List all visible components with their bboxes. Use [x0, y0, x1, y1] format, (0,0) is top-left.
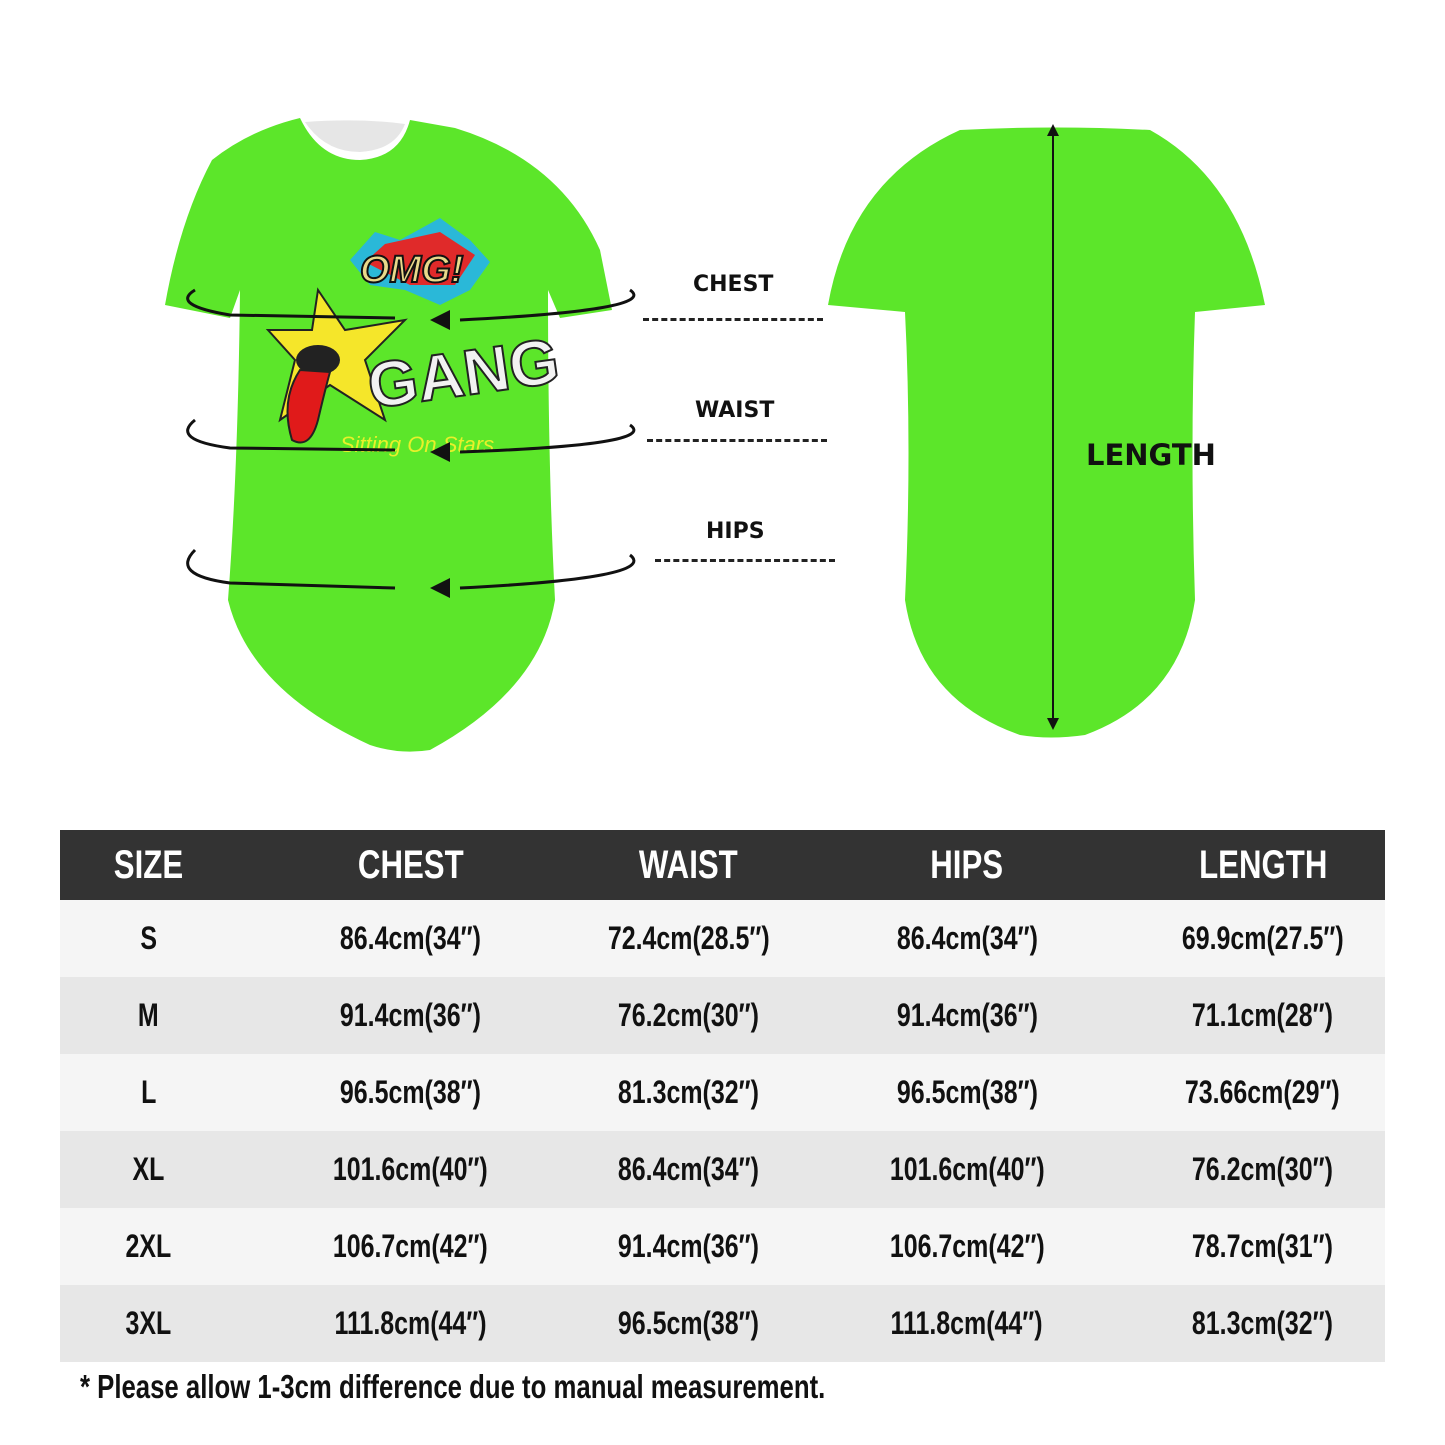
table-cell: 69.9cm(27.5″): [1140, 900, 1385, 977]
table-cell: 86.4cm(34″): [237, 900, 584, 977]
table-cell: 76.2cm(30″): [1140, 1131, 1385, 1208]
table-row: M 91.4cm(36″) 76.2cm(30″) 91.4cm(36″) 71.1cm…: [60, 977, 1385, 1054]
chest-divider: [643, 318, 823, 321]
table-cell: 96.5cm(38″): [793, 1054, 1141, 1131]
header-hips: HIPS: [793, 830, 1141, 900]
table-cell: 2XL: [60, 1208, 237, 1285]
header-size: SIZE: [60, 830, 237, 900]
table-row: 3XL 111.8cm(44″) 96.5cm(38″) 111.8cm(44″) 81…: [60, 1285, 1385, 1362]
table-row: S 86.4cm(34″) 72.4cm(28.5″) 86.4cm(34″) 69.9…: [60, 900, 1385, 977]
table-cell: 81.3cm(32″): [1140, 1285, 1385, 1362]
chest-label: CHEST: [693, 272, 774, 297]
table-cell: S: [60, 900, 237, 977]
table-cell: 101.6cm(40″): [237, 1131, 584, 1208]
front-bodysuit: OMG! GANG Sitting On Stars: [165, 118, 636, 752]
waist-divider: [647, 439, 827, 442]
table-cell: L: [60, 1054, 237, 1131]
table-cell: 106.7cm(42″): [237, 1208, 584, 1285]
table-row: 2XL 106.7cm(42″) 91.4cm(36″) 106.7cm(42″) 78…: [60, 1208, 1385, 1285]
table-row: L 96.5cm(38″) 81.3cm(32″) 96.5cm(38″) 73.66c…: [60, 1054, 1385, 1131]
back-bodysuit: [828, 124, 1265, 738]
garment-illustration: OMG! GANG Sitting On Stars: [165, 118, 1265, 752]
header-chest: CHEST: [237, 830, 584, 900]
table-cell: 101.6cm(40″): [793, 1131, 1141, 1208]
table-cell: 111.8cm(44″): [237, 1285, 584, 1362]
logo-tagline: Sitting On Stars: [340, 432, 494, 457]
table-cell: 91.4cm(36″): [793, 977, 1141, 1054]
table-cell: 86.4cm(34″): [584, 1131, 794, 1208]
table-cell: 78.7cm(31″): [1140, 1208, 1385, 1285]
table-cell: 96.5cm(38″): [584, 1285, 794, 1362]
table-cell: 86.4cm(34″): [793, 900, 1141, 977]
table-cell: 73.66cm(29″): [1140, 1054, 1385, 1131]
table-cell: 91.4cm(36″): [584, 1208, 794, 1285]
table-cell: XL: [60, 1131, 237, 1208]
waist-label: WAIST: [695, 398, 775, 423]
hips-divider: [655, 559, 835, 562]
table-cell: 3XL: [60, 1285, 237, 1362]
table-cell: M: [60, 977, 237, 1054]
hips-label: HIPS: [706, 519, 765, 544]
table-cell: 106.7cm(42″): [793, 1208, 1141, 1285]
logo-omg-text: OMG!: [360, 249, 463, 291]
table-cell: 76.2cm(30″): [584, 977, 794, 1054]
measure-arrows: [186, 288, 636, 590]
table-header: SIZE CHEST WAIST HIPS LENGTH: [60, 830, 1385, 900]
size-table: SIZE CHEST WAIST HIPS LENGTH S 86.4cm(34″…: [60, 830, 1385, 1362]
table-cell: 111.8cm(44″): [793, 1285, 1141, 1362]
length-label: LENGTH: [1086, 438, 1216, 472]
measurement-note: * Please allow 1-3cm difference due to m…: [80, 1368, 826, 1405]
table-cell: 91.4cm(36″): [237, 977, 584, 1054]
table-cell: 96.5cm(38″): [237, 1054, 584, 1131]
header-waist: WAIST: [584, 830, 794, 900]
table-cell: 81.3cm(32″): [584, 1054, 794, 1131]
table-cell: 72.4cm(28.5″): [584, 900, 794, 977]
table-cell: 71.1cm(28″): [1140, 977, 1385, 1054]
header-length: LENGTH: [1140, 830, 1385, 900]
table-row: XL 101.6cm(40″) 86.4cm(34″) 101.6cm(40″) 76.…: [60, 1131, 1385, 1208]
